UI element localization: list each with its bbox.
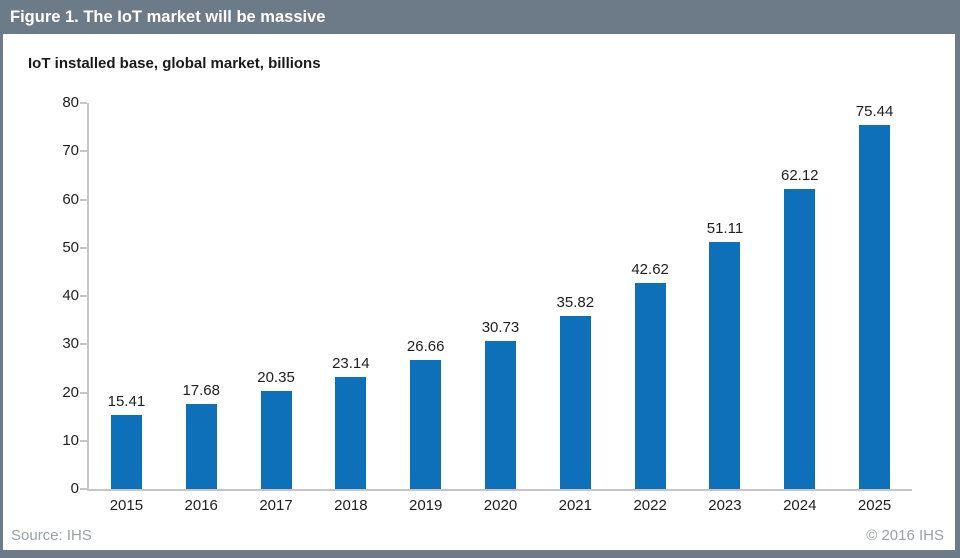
bar-value-label: 23.14: [332, 355, 370, 373]
bar-value-label: 51.11: [706, 220, 744, 238]
bar: [185, 403, 217, 489]
bar: [709, 242, 741, 489]
bar-value-label: 26.66: [406, 338, 445, 356]
y-axis-tick-label: 80: [62, 94, 79, 111]
y-axis-tick-mark: [80, 343, 87, 346]
bar: [559, 316, 591, 489]
copyright-label: © 2016 IHS: [866, 527, 944, 544]
frame-border-bottom: [0, 550, 960, 558]
y-axis-tick-label: 20: [62, 383, 79, 401]
frame-border-right: [955, 34, 960, 558]
y-axis-tick-label: 50: [62, 238, 79, 256]
x-axis-tick-label: 2018: [334, 497, 368, 514]
figure-header: Figure 1. The IoT market will be massive: [0, 0, 960, 34]
x-axis-tick-label: 2024: [783, 497, 817, 514]
source-label: Source: IHS: [11, 527, 92, 544]
bar-value-label: 62.12: [780, 167, 819, 185]
x-axis-tick-label: 2025: [857, 497, 892, 514]
y-axis-tick-mark: [80, 439, 87, 442]
y-axis-tick-label: 40: [62, 287, 79, 304]
x-axis-tick-label: 2022: [633, 497, 667, 514]
bar-value-label: 20.35: [257, 368, 295, 386]
y-axis-tick-mark: [80, 488, 87, 490]
bar: [485, 340, 516, 489]
y-axis-tick-label: 0: [70, 480, 79, 497]
y-axis-tick-mark: [80, 295, 87, 297]
y-axis-tick-mark: [80, 391, 87, 394]
bar-value-label: 42.62: [631, 261, 669, 279]
y-axis-tick-label: 70: [62, 142, 79, 160]
x-axis-tick-label: 2016: [184, 497, 218, 514]
frame-border-left: [0, 34, 3, 558]
y-axis-tick-mark: [80, 246, 87, 249]
y-axis-tick-label: 60: [62, 190, 79, 208]
y-axis-tick-mark: [80, 150, 87, 153]
y-axis-tick-label: 30: [62, 335, 79, 353]
bar-value-label: 30.73: [481, 318, 520, 336]
bar: [634, 283, 666, 489]
y-axis-tick-mark: [80, 102, 87, 104]
x-axis-tick-label: 2015: [109, 497, 144, 514]
bar: [260, 390, 292, 489]
x-axis-tick-label: 2023: [708, 497, 742, 514]
x-axis-tick-label: 2020: [483, 497, 518, 514]
x-axis-tick-label: 2019: [408, 497, 443, 514]
bar: [859, 125, 891, 489]
bar-value-label: 17.68: [182, 381, 220, 399]
bar: [110, 414, 142, 489]
y-axis-tick-label: 10: [62, 431, 79, 449]
bar-value-label: 35.82: [556, 294, 595, 312]
bar: [335, 377, 367, 489]
bar-value-label: 15.41: [107, 392, 146, 410]
bar: [784, 189, 816, 489]
figure-title: Figure 1. The IoT market will be massive: [10, 8, 326, 26]
bar: [410, 360, 442, 489]
bar-value-label: 75.44: [855, 103, 894, 120]
chart-subtitle: IoT installed base, global market, billi…: [28, 55, 321, 72]
x-axis-tick-label: 2021: [558, 497, 592, 514]
bar-chart: 0 10 20 30 40 50 60 70 80 15.41 2015 17.68 2016 20.35…: [62, 94, 912, 514]
y-axis-tick-mark: [80, 198, 87, 201]
x-axis-tick-label: 2017: [259, 497, 293, 514]
